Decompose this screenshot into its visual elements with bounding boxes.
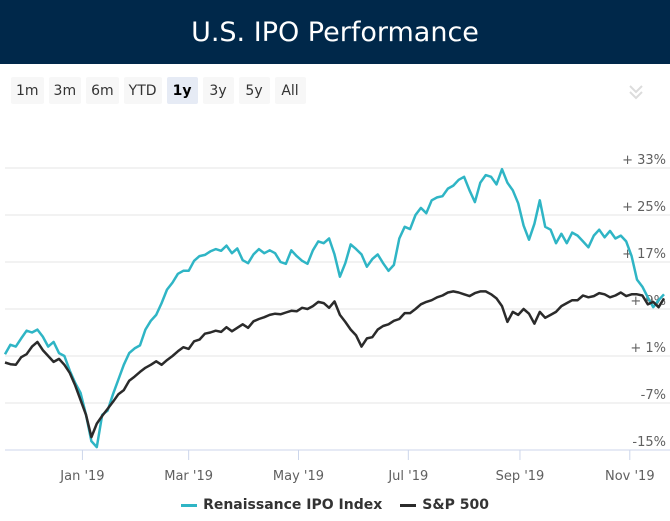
range-button-ytd[interactable]: YTD [123, 77, 162, 104]
x-tick-label: May '19 [273, 469, 324, 484]
x-tick-label: Jul '19 [387, 469, 428, 484]
range-button-6m[interactable]: 6m [86, 77, 119, 104]
page-title: U.S. IPO Performance [191, 16, 479, 48]
chart-header: U.S. IPO Performance [0, 0, 670, 64]
legend-item-sp500[interactable]: S&P 500 [400, 497, 489, 513]
double-chevron-down-icon[interactable] [626, 82, 646, 102]
range-button-3m[interactable]: 3m [48, 77, 82, 104]
line-chart: + 33%+ 25%+ 17%+ 9%+ 1%-7%-15% Jan '19 Ma… [3, 153, 670, 484]
range-selector: 1m 3m 6m YTD 1y 3y 5y All [11, 77, 306, 104]
legend-swatch-sp500 [400, 503, 417, 507]
range-button-1y[interactable]: 1y [166, 77, 198, 104]
x-tick-label: Sep '19 [496, 469, 545, 484]
y-tick-label: + 25% [622, 200, 666, 215]
legend-label-sp500: S&P 500 [422, 497, 489, 513]
series-line-ipo-index[interactable] [3, 167, 665, 449]
range-button-1m[interactable]: 1m [11, 77, 44, 104]
range-button-all[interactable]: All [274, 77, 306, 104]
x-tick-label: Mar '19 [164, 469, 213, 484]
legend-item-ipo[interactable]: Renaissance IPO Index [181, 497, 382, 513]
y-tick-label: -7% [641, 388, 666, 403]
y-tick-label: -15% [632, 435, 666, 450]
range-button-5y[interactable]: 5y [238, 77, 270, 104]
x-tick-label: Jan '19 [59, 469, 104, 484]
legend-label-ipo: Renaissance IPO Index [203, 497, 383, 513]
series-line-sp500[interactable] [4, 290, 666, 439]
y-tick-label: + 1% [630, 341, 666, 356]
range-button-3y[interactable]: 3y [202, 77, 234, 104]
legend-swatch-ipo [181, 503, 198, 507]
y-tick-label: + 33% [622, 153, 666, 168]
chart-legend: Renaissance IPO Index S&P 500 [0, 497, 670, 513]
x-tick-label: Nov '19 [605, 469, 655, 484]
